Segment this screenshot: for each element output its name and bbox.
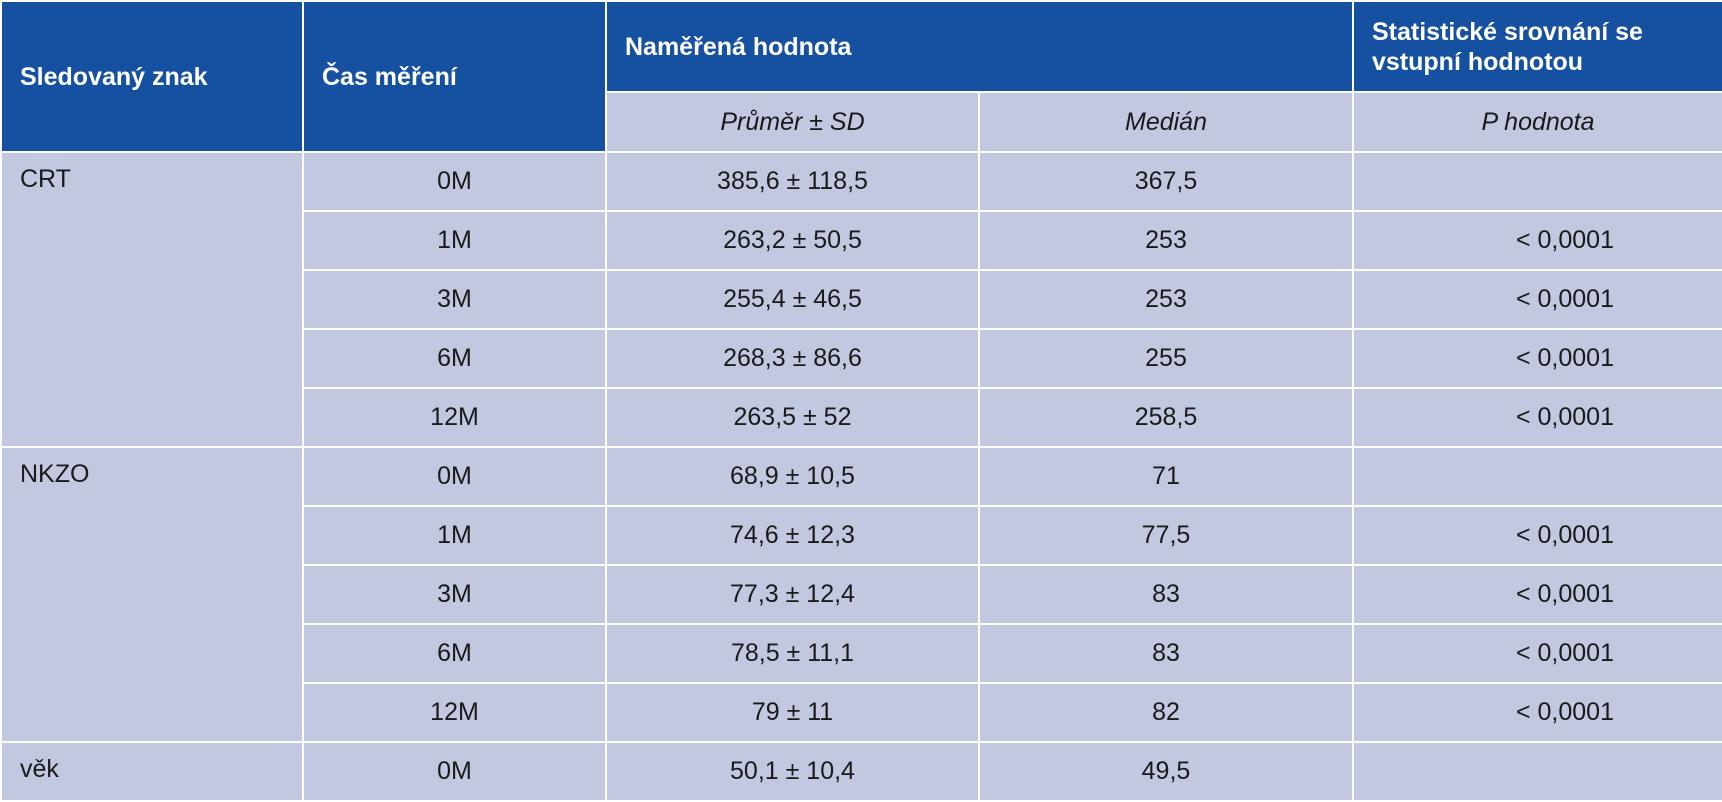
- subheader-median: Medián: [978, 91, 1354, 153]
- median-cell: 71: [978, 446, 1354, 507]
- time-cell: 6M: [302, 623, 607, 684]
- trait-name-age: věk: [0, 741, 304, 802]
- trait-name-nkzo: NKZO: [0, 446, 304, 743]
- time-cell: 1M: [302, 505, 607, 566]
- table-row: CRT 0M 385,6 ± 118,5 367,5: [0, 151, 1722, 448]
- median-cell: 83: [978, 564, 1354, 625]
- mean-sd-cell: 79 ± 11: [605, 682, 980, 743]
- table-row: 6M 268,3 ± 86,6 255 < 0,0001: [1, 328, 1722, 389]
- table-row: 1M 263,2 ± 50,5 253 < 0,0001: [1, 210, 1722, 271]
- table-row: 3M 255,4 ± 46,5 253 < 0,0001: [1, 269, 1722, 330]
- mean-sd-cell: 255,4 ± 46,5: [605, 269, 980, 330]
- time-cell: 12M: [302, 387, 607, 448]
- mean-sd-cell: 268,3 ± 86,6: [605, 328, 980, 389]
- p-value-cell: < 0,0001: [1352, 623, 1722, 684]
- mean-sd-cell: 50,1 ± 10,4: [605, 741, 980, 802]
- header-measured-value: Naměřená hodnota: [605, 0, 1354, 93]
- header-trait: Sledovaný znak: [0, 0, 304, 153]
- mean-sd-cell: 74,6 ± 12,3: [605, 505, 980, 566]
- table-row: 6M 78,5 ± 11,1 83 < 0,0001: [1, 623, 1722, 684]
- time-cell: 3M: [302, 564, 607, 625]
- subheader-mean-sd: Průměr ± SD: [605, 91, 980, 153]
- time-cell: 6M: [302, 328, 607, 389]
- median-cell: 253: [978, 210, 1354, 271]
- median-cell: 83: [978, 623, 1354, 684]
- p-value-cell: < 0,0001: [1352, 269, 1722, 330]
- p-value-cell: < 0,0001: [1352, 505, 1722, 566]
- p-value-cell: < 0,0001: [1352, 564, 1722, 625]
- p-value-cell: < 0,0001: [1352, 328, 1722, 389]
- mean-sd-cell: 385,6 ± 118,5: [605, 151, 980, 212]
- mean-sd-cell: 77,3 ± 12,4: [605, 564, 980, 625]
- table-row: NKZO 0M 68,9 ± 10,5 71: [0, 446, 1722, 743]
- header-row: Sledovaný znak Čas měření Naměřená hodno…: [0, 0, 1722, 153]
- mean-sd-cell: 263,5 ± 52: [605, 387, 980, 448]
- p-value-cell: [1352, 741, 1722, 802]
- subheader-p-value: P hodnota: [1352, 91, 1722, 153]
- time-cell: 1M: [302, 210, 607, 271]
- median-cell: 367,5: [978, 151, 1354, 212]
- p-value-cell: [1352, 151, 1722, 212]
- time-cell: 0M: [302, 446, 607, 507]
- time-cell: 3M: [302, 269, 607, 330]
- p-value-cell: < 0,0001: [1352, 682, 1722, 743]
- p-value-cell: < 0,0001: [1352, 210, 1722, 271]
- table-body: CRT 0M 385,6 ± 118,5 367,5 1M 263,2 ± 50…: [0, 151, 1722, 802]
- table-row: 1M 74,6 ± 12,3 77,5 < 0,0001: [1, 505, 1722, 566]
- median-cell: 258,5: [978, 387, 1354, 448]
- median-cell: 82: [978, 682, 1354, 743]
- header-statistical-comparison: Statistické srovnání se vstupní hodnotou: [1352, 0, 1722, 93]
- header-time: Čas měření: [302, 0, 607, 153]
- mean-sd-cell: 263,2 ± 50,5: [605, 210, 980, 271]
- p-value-cell: [1352, 446, 1722, 507]
- table-row: 12M 263,5 ± 52 258,5 < 0,0001: [1, 387, 1722, 448]
- p-value-cell: < 0,0001: [1352, 387, 1722, 448]
- trait-name-crt: CRT: [0, 151, 304, 448]
- time-cell: 0M: [302, 151, 607, 212]
- table-row: 12M 79 ± 11 82 < 0,0001: [1, 682, 1722, 743]
- median-cell: 49,5: [978, 741, 1354, 802]
- table-row: věk 0M 50,1 ± 10,4 49,5: [0, 741, 1722, 802]
- time-cell: 0M: [302, 741, 607, 802]
- mean-sd-cell: 68,9 ± 10,5: [605, 446, 980, 507]
- mean-sd-cell: 78,5 ± 11,1: [605, 623, 980, 684]
- median-cell: 255: [978, 328, 1354, 389]
- median-cell: 253: [978, 269, 1354, 330]
- median-cell: 77,5: [978, 505, 1354, 566]
- time-cell: 12M: [302, 682, 607, 743]
- subheader-row: Průměr ± SD Medián P hodnota: [1, 91, 1722, 153]
- table-row: 3M 77,3 ± 12,4 83 < 0,0001: [1, 564, 1722, 625]
